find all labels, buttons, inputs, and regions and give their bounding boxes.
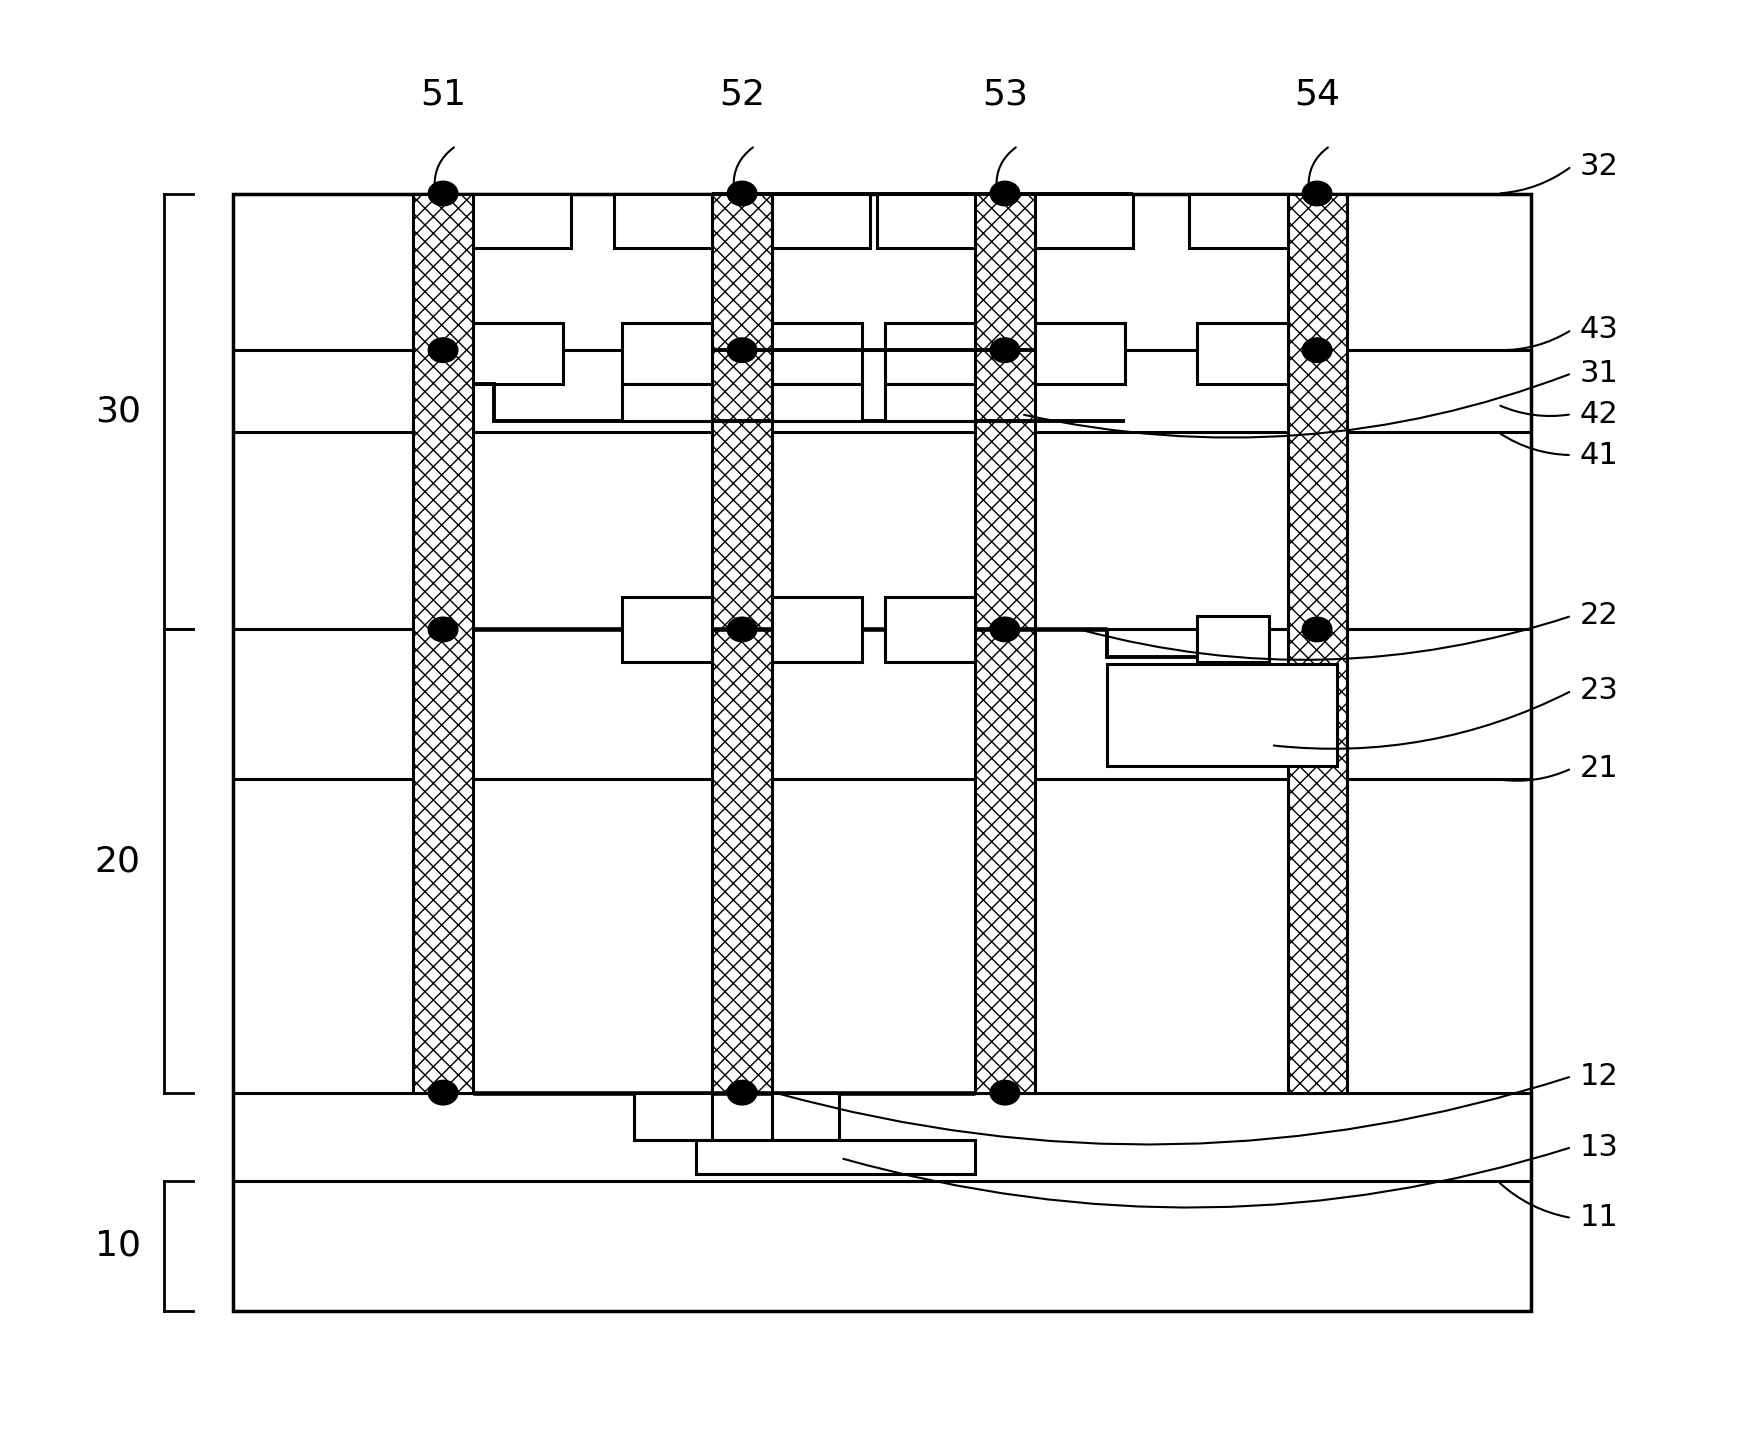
Circle shape [991, 337, 1020, 362]
Circle shape [1302, 617, 1331, 642]
Text: 32: 32 [1579, 152, 1619, 181]
Circle shape [428, 617, 458, 642]
Bar [772, 323, 861, 383]
Bar [1034, 323, 1125, 383]
Bar [1108, 663, 1336, 765]
Bar [886, 323, 975, 383]
Circle shape [727, 1080, 756, 1104]
Bar [622, 597, 713, 662]
Circle shape [428, 337, 458, 362]
Bar [622, 323, 713, 383]
Bar [975, 194, 1034, 1093]
Bar [1190, 194, 1288, 248]
Bar [1288, 194, 1347, 1093]
Bar [634, 1093, 713, 1140]
Bar [232, 194, 1530, 1311]
Bar [473, 323, 563, 383]
Bar [613, 194, 713, 248]
Text: 52: 52 [720, 78, 765, 112]
Bar [695, 1140, 975, 1175]
Circle shape [428, 1080, 458, 1104]
Circle shape [1302, 337, 1331, 362]
Text: 12: 12 [1579, 1061, 1619, 1091]
Bar [886, 383, 975, 421]
Bar [1034, 194, 1134, 248]
Circle shape [727, 617, 756, 642]
Circle shape [991, 181, 1020, 205]
Text: 20: 20 [94, 844, 142, 877]
Bar [473, 194, 571, 248]
Circle shape [727, 337, 756, 362]
Bar [772, 383, 861, 421]
Bar [886, 597, 975, 662]
Bar [622, 383, 713, 421]
Text: 21: 21 [1579, 754, 1619, 783]
Text: 13: 13 [1579, 1133, 1619, 1162]
Text: 30: 30 [94, 395, 142, 428]
Bar [1197, 616, 1270, 662]
Bar [772, 597, 861, 662]
Text: 10: 10 [94, 1229, 142, 1262]
Text: 42: 42 [1579, 399, 1619, 429]
Text: 31: 31 [1579, 359, 1619, 388]
Bar [713, 194, 772, 1093]
Text: 51: 51 [419, 78, 466, 112]
Bar [772, 194, 870, 248]
Circle shape [991, 617, 1020, 642]
Text: 54: 54 [1295, 78, 1340, 112]
Bar [414, 194, 473, 1093]
Bar [877, 194, 975, 248]
Text: 43: 43 [1579, 316, 1619, 345]
Bar [1197, 323, 1288, 383]
Text: 53: 53 [982, 78, 1027, 112]
Bar [772, 1093, 839, 1140]
Circle shape [428, 181, 458, 205]
Circle shape [991, 1080, 1020, 1104]
Text: 41: 41 [1579, 441, 1619, 470]
Text: 22: 22 [1579, 602, 1619, 630]
Text: 23: 23 [1579, 676, 1619, 705]
Circle shape [727, 181, 756, 205]
Text: 11: 11 [1579, 1203, 1619, 1232]
Circle shape [1302, 181, 1331, 205]
